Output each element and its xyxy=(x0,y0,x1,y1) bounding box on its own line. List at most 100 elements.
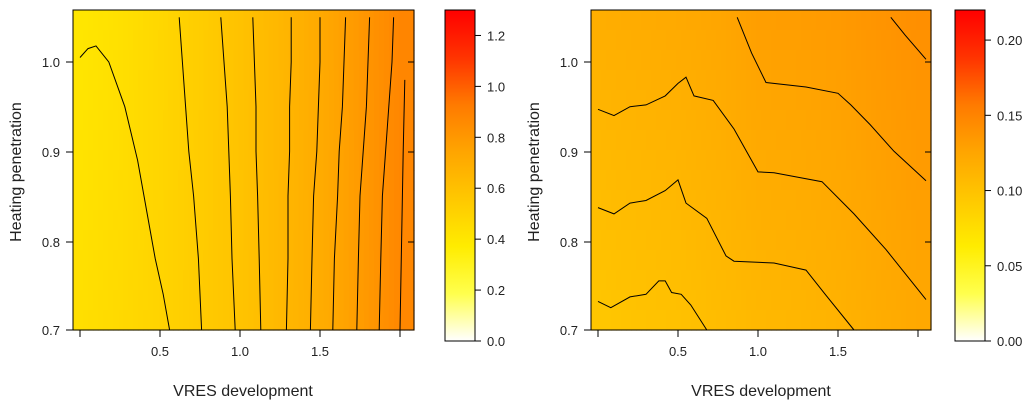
heat-cell xyxy=(338,230,345,251)
heat-cell xyxy=(73,250,79,271)
heat-cell xyxy=(676,150,682,171)
heat-cell xyxy=(806,190,812,211)
heat-cell xyxy=(896,310,902,331)
heat-cell xyxy=(283,270,290,291)
heat-cell xyxy=(313,250,320,271)
heat-cell xyxy=(393,110,400,131)
heat-cell xyxy=(856,50,862,71)
heat-cell xyxy=(901,310,907,331)
heat-cell xyxy=(691,10,697,31)
heat-cell xyxy=(891,270,897,291)
heat-cell xyxy=(741,270,747,291)
heat-cell xyxy=(611,310,617,331)
heat-cell xyxy=(621,70,627,91)
heat-cell xyxy=(238,170,245,191)
heat-cell xyxy=(606,230,612,251)
heat-cell xyxy=(148,290,154,311)
heat-cell xyxy=(756,90,762,111)
heat-cell xyxy=(188,250,194,271)
heat-cell xyxy=(333,50,340,71)
heat-cell xyxy=(173,310,179,331)
heat-cell xyxy=(88,250,94,271)
heat-cell xyxy=(228,50,235,71)
heat-cell xyxy=(218,50,225,71)
heat-cell xyxy=(896,230,902,251)
heat-cell xyxy=(796,90,802,111)
heat-cell xyxy=(108,250,114,271)
heat-cell xyxy=(661,50,667,71)
heat-cell xyxy=(353,170,360,191)
heat-cell xyxy=(836,270,842,291)
heat-cell xyxy=(323,170,330,191)
heat-cell xyxy=(841,70,847,91)
heat-cell xyxy=(751,50,757,71)
heat-cell xyxy=(801,270,807,291)
heat-cell xyxy=(816,290,822,311)
heat-cell xyxy=(686,70,692,91)
heat-cell xyxy=(611,170,617,191)
heat-cell xyxy=(298,170,305,191)
heat-cell xyxy=(368,30,375,51)
y-tick-label: 0.9 xyxy=(42,145,60,160)
heat-cell xyxy=(228,70,235,91)
heat-cell xyxy=(338,250,345,271)
heat-cell xyxy=(298,130,305,151)
contour-line xyxy=(285,17,292,331)
heat-cell xyxy=(208,170,215,191)
heat-cell xyxy=(368,50,375,71)
heat-cell xyxy=(198,70,204,91)
heat-cell xyxy=(263,250,270,271)
heat-cell xyxy=(193,170,199,191)
heat-cell xyxy=(373,270,380,291)
heat-cell xyxy=(646,10,652,31)
heat-cell xyxy=(158,190,164,211)
heat-cell xyxy=(876,210,882,231)
heat-cell xyxy=(368,150,375,171)
heat-cell xyxy=(283,290,290,311)
heat-cell xyxy=(298,30,305,51)
heat-cell xyxy=(148,230,154,251)
heat-cell xyxy=(373,210,380,231)
heat-cell xyxy=(831,130,837,151)
heat-cell xyxy=(631,250,637,271)
heat-cell xyxy=(238,70,245,91)
heat-cell xyxy=(646,270,652,291)
heat-cell xyxy=(761,230,767,251)
heat-cell xyxy=(403,270,410,291)
heat-cell xyxy=(98,270,104,291)
heat-cell xyxy=(88,50,94,71)
heat-cell xyxy=(353,10,360,31)
heat-cell xyxy=(103,190,109,211)
heat-cell xyxy=(103,230,109,251)
heat-cell xyxy=(796,10,802,31)
heat-cell xyxy=(696,10,702,31)
heat-cell xyxy=(383,50,390,71)
heat-cell xyxy=(716,50,722,71)
heat-cell xyxy=(268,50,275,71)
heat-cell xyxy=(108,30,114,51)
heat-cell xyxy=(178,50,184,71)
heat-cell xyxy=(338,30,345,51)
heat-cell xyxy=(801,130,807,151)
heat-cell xyxy=(616,190,622,211)
heat-cell xyxy=(378,270,385,291)
heat-cell xyxy=(203,210,209,231)
heat-cell xyxy=(278,270,285,291)
heat-cell xyxy=(911,170,917,191)
heat-cell xyxy=(83,210,89,231)
heat-cell xyxy=(826,270,832,291)
heat-cell xyxy=(911,150,917,171)
heat-cell xyxy=(891,110,897,131)
heat-cell xyxy=(896,30,902,51)
heat-cell xyxy=(73,30,79,51)
heat-cell xyxy=(841,230,847,251)
heat-cell xyxy=(93,170,99,191)
heat-cell xyxy=(871,10,877,31)
heat-cell xyxy=(896,150,902,171)
heat-cell xyxy=(806,30,812,51)
heat-cell xyxy=(771,270,777,291)
heat-cell xyxy=(148,150,154,171)
heat-cell xyxy=(616,30,622,51)
heat-cell xyxy=(138,150,144,171)
heat-cell xyxy=(901,230,907,251)
